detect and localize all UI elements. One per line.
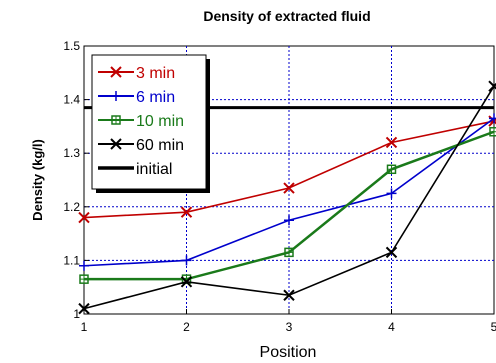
point-10-min-cross xyxy=(387,165,396,174)
point-60-min xyxy=(488,80,496,92)
y-tick-label: 1.5 xyxy=(63,39,80,53)
legend-label-60-min: 60 min xyxy=(136,137,184,154)
point-3-min xyxy=(283,182,295,194)
x-tick-label: 5 xyxy=(491,320,496,334)
legend-box xyxy=(91,54,207,190)
y-tick-label: 1.1 xyxy=(63,253,80,267)
series-group xyxy=(78,80,496,315)
legend: 3 min 6 min 10 min 60 min initial xyxy=(91,54,210,193)
chart-title: Density of extracted fluid xyxy=(203,8,370,24)
y-tick-label: 1 xyxy=(73,307,80,321)
legend-marker-6-min xyxy=(111,91,121,101)
y-tick-label: 1.4 xyxy=(63,93,80,107)
point-3-min xyxy=(180,206,193,218)
y-tick-label: 1.3 xyxy=(63,146,80,160)
y-axis-label: Density (kg/l) xyxy=(30,139,45,221)
x-tick-label: 4 xyxy=(388,320,395,334)
point-60-min xyxy=(385,246,398,259)
y-tick-labels: 1 1.1 1.2 1.3 1.4 1.5 xyxy=(63,39,89,321)
point-6-min xyxy=(489,113,496,124)
point-3-min xyxy=(385,136,398,149)
x-tick-label: 1 xyxy=(81,320,88,334)
x-tick-labels: 1 2 3 4 5 xyxy=(81,309,496,334)
point-6-min xyxy=(386,188,397,199)
legend-label-10-min: 10 min xyxy=(136,113,184,130)
legend-marker-3-min xyxy=(110,66,122,78)
x-tick-label: 2 xyxy=(183,320,190,334)
point-6-min xyxy=(79,260,89,271)
point-10-min-cross xyxy=(80,275,88,284)
point-6-min xyxy=(181,255,192,266)
x-tick-label: 3 xyxy=(286,320,293,334)
legend-marker-60-min xyxy=(110,138,122,150)
legend-label-6-min: 6 min xyxy=(136,89,175,106)
x-axis-label: Position xyxy=(260,344,317,361)
legend-label-3-min: 3 min xyxy=(136,65,175,82)
point-6-min xyxy=(284,215,294,226)
series-10-min xyxy=(79,127,496,284)
series-60-min xyxy=(78,80,496,315)
legend-label-initial: initial xyxy=(136,161,172,178)
point-60-min xyxy=(283,289,295,301)
legend-marker-10-min-cross xyxy=(112,116,120,124)
series-3-min xyxy=(78,115,496,224)
point-10-min-cross xyxy=(285,248,293,257)
point-60-min xyxy=(180,276,193,288)
y-tick-label: 1.2 xyxy=(63,200,80,214)
series-6-min xyxy=(79,113,496,271)
point-10-min-cross xyxy=(490,127,496,136)
point-3-min xyxy=(78,211,90,224)
point-60-min xyxy=(78,302,90,315)
